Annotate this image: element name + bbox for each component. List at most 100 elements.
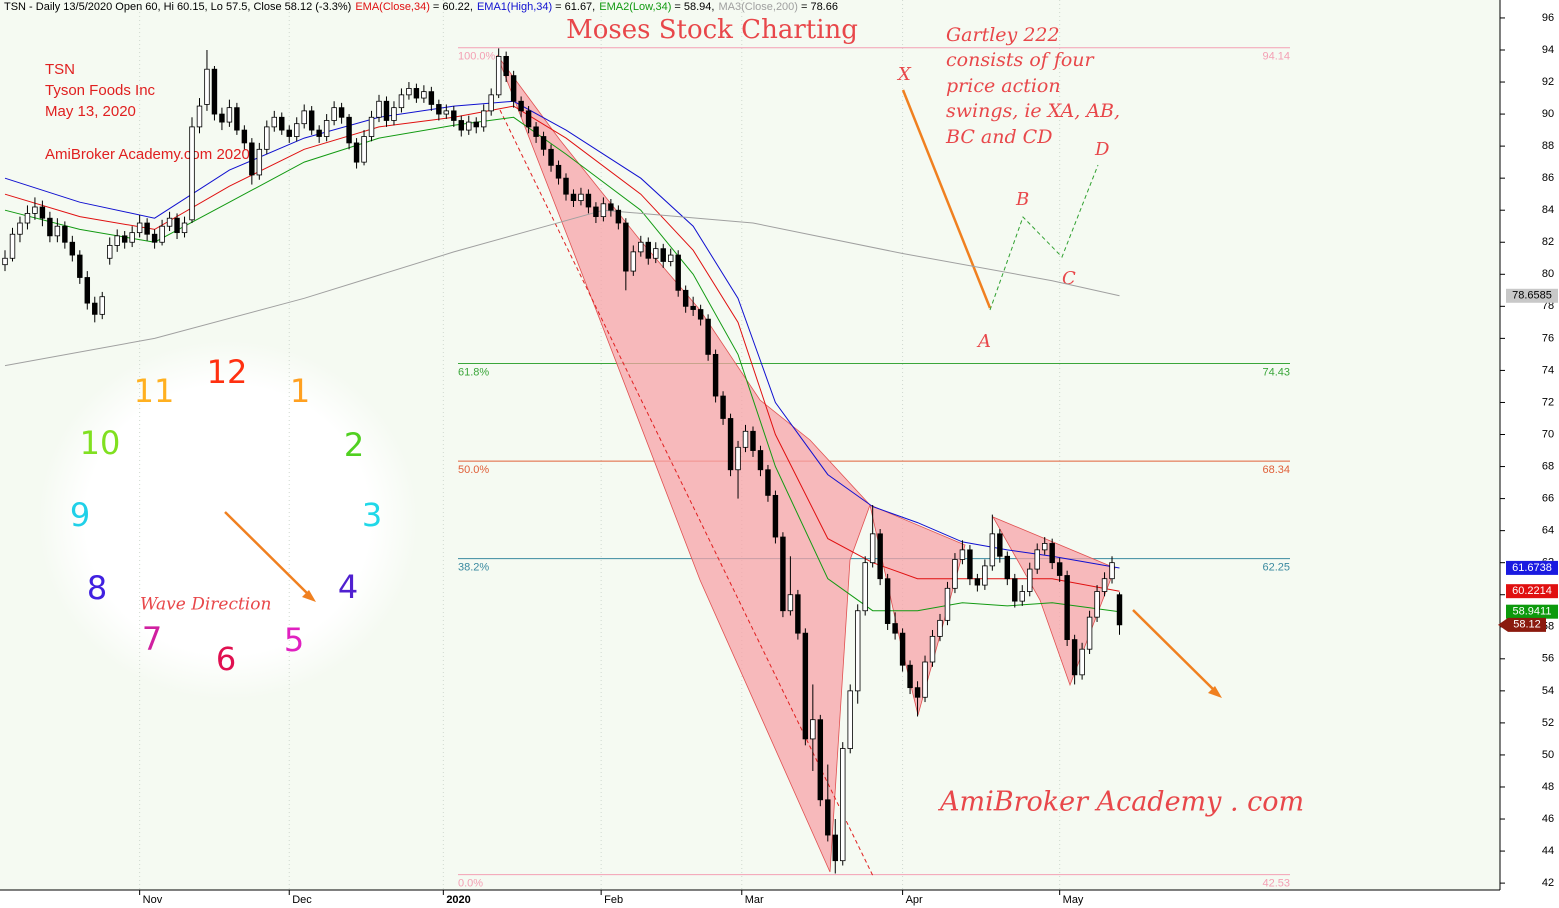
y-tick-label: 96	[1542, 12, 1554, 24]
y-tick-label: 70	[1542, 428, 1554, 440]
y-tick-label: 76	[1542, 332, 1554, 344]
clock-face	[38, 340, 418, 700]
candle-body	[77, 254, 83, 278]
candle-body	[241, 129, 248, 144]
candle-body	[204, 68, 210, 105]
fib-value: 42.53	[1262, 878, 1290, 890]
candle-body	[107, 245, 113, 259]
candle-body	[323, 120, 330, 137]
candle-body	[540, 136, 547, 150]
arrow	[901, 89, 992, 309]
candle-body	[780, 536, 786, 612]
fib-value: 74.43	[1262, 366, 1290, 378]
candle-body	[84, 277, 91, 304]
arrow	[1132, 609, 1219, 695]
candle-body	[630, 251, 637, 272]
candle-body	[383, 100, 390, 121]
candle-body	[443, 110, 450, 115]
candle-body	[675, 254, 681, 291]
candle-body	[421, 91, 427, 99]
candle-body	[353, 142, 360, 163]
arrow	[224, 511, 313, 599]
candle-body	[623, 222, 629, 272]
candle-body	[757, 450, 764, 471]
candle-body	[1071, 639, 1078, 676]
candle-body	[136, 222, 143, 234]
candle-body	[967, 549, 973, 580]
candle-body	[555, 164, 562, 179]
candle-body	[667, 254, 674, 262]
candle-body	[294, 123, 300, 137]
candle-body	[989, 533, 996, 567]
candle-body	[548, 148, 554, 166]
candle-body	[959, 549, 966, 560]
candle-body	[847, 690, 853, 749]
clock-number: 1	[290, 372, 310, 410]
info-text: AmiBroker Academy.com 2020	[45, 146, 250, 163]
note: price action	[946, 75, 1061, 97]
candle-body	[39, 206, 46, 219]
candle-body	[817, 719, 824, 801]
candle-body	[892, 623, 898, 634]
candle-body	[982, 565, 988, 586]
candle-body	[264, 126, 270, 150]
fib-value: 94.14	[1262, 51, 1290, 63]
note: BC and CD	[945, 126, 1052, 148]
x-tick-label: Feb	[604, 894, 623, 906]
candle-body	[473, 121, 479, 128]
candle-body	[1094, 591, 1100, 618]
candle-body	[660, 248, 666, 262]
note: swings, ie XA, AB,	[946, 100, 1120, 122]
y-tick-label: 86	[1542, 172, 1554, 184]
candle-body	[929, 635, 936, 663]
candle-body	[279, 116, 285, 131]
fib-value: 68.34	[1262, 464, 1290, 476]
candle-body	[1116, 594, 1123, 626]
candle-body	[937, 619, 943, 637]
candle-body	[249, 142, 255, 176]
candle-body	[608, 203, 614, 211]
price-box-label: 61.6738	[1512, 562, 1552, 574]
fib-label: 50.0%	[458, 464, 489, 476]
candle-body	[877, 533, 883, 580]
candle-body	[338, 107, 345, 118]
candle-body	[1109, 562, 1115, 580]
fib-label: 61.8%	[458, 366, 489, 378]
candle-body	[825, 799, 831, 836]
candle-body	[712, 353, 719, 397]
candle-body	[54, 225, 61, 237]
candle-body	[914, 687, 921, 698]
x-tick-label: 2020	[446, 894, 470, 906]
candle-body	[92, 302, 98, 315]
candle-body	[271, 116, 278, 128]
arrow-head	[302, 590, 316, 602]
candle-body	[682, 289, 689, 307]
y-tick-label: 72	[1542, 396, 1554, 408]
fib-label: 38.2%	[458, 562, 489, 574]
y-tick-label: 46	[1542, 813, 1554, 825]
candle-body	[99, 296, 105, 315]
candle-body	[219, 113, 225, 123]
candle-body	[578, 193, 584, 201]
candle-body	[1019, 591, 1025, 602]
y-tick-label: 54	[1542, 685, 1554, 697]
y-tick-label: 42	[1542, 877, 1554, 889]
price-box-label: 60.2214	[1512, 585, 1552, 597]
fib-value: 62.25	[1262, 562, 1290, 574]
candle-body	[727, 418, 734, 471]
point-label: X	[896, 64, 912, 85]
y-tick-label: 78	[1542, 300, 1554, 312]
y-tick-label: 82	[1542, 236, 1554, 248]
y-tick-label: 68	[1542, 460, 1554, 472]
candle-body	[2, 257, 8, 266]
header-text: TSN - Daily 13/5/2020 Open 60, Hi 60.15,…	[4, 1, 351, 13]
candle-body	[899, 632, 906, 666]
y-tick-label: 74	[1542, 364, 1554, 376]
candle-body	[615, 209, 622, 224]
candle-body	[406, 88, 412, 96]
header: TSN - Daily 13/5/2020 Open 60, Hi 60.15,…	[4, 1, 838, 13]
candle-body	[944, 587, 951, 621]
candle-body	[458, 120, 464, 131]
candle-body	[742, 430, 749, 448]
candle-body	[189, 126, 195, 221]
